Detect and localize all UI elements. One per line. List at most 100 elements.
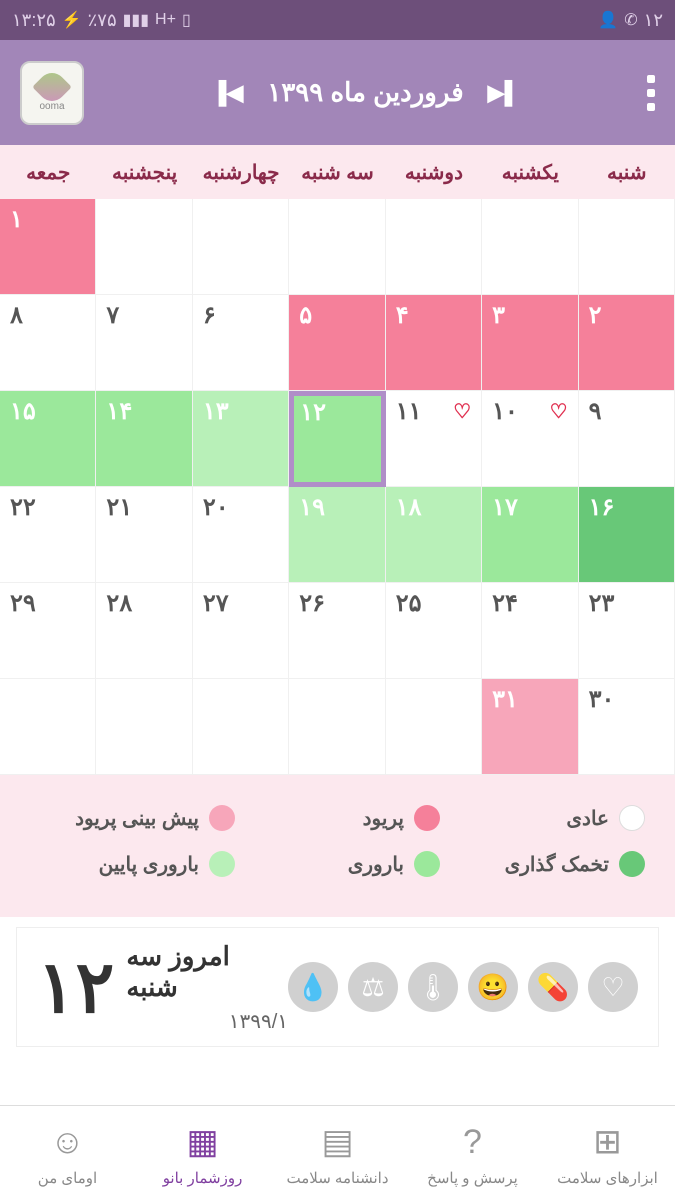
weekday-label: پنجشنبه (96, 145, 192, 199)
calendar-cell (386, 199, 482, 295)
prev-month-button[interactable]: ▐◀ (211, 80, 244, 106)
calendar-cell (193, 679, 289, 775)
calendar-cell[interactable]: ۱۵ (0, 391, 96, 487)
calendar-cell (482, 199, 578, 295)
weekday-label: دوشنبه (386, 145, 482, 199)
calendar-cell (96, 199, 192, 295)
sim-icon: ▯ (182, 10, 191, 30)
today-metric-icon[interactable]: 💊 (528, 962, 578, 1012)
calendar-cell (289, 199, 385, 295)
calendar-cell[interactable]: ۱۲ (289, 391, 385, 487)
nav-label: اومای من (38, 1169, 97, 1187)
weekday-label: جمعه (0, 145, 96, 199)
calendar-cell[interactable]: ۷ (96, 295, 192, 391)
calendar-cell[interactable]: ۲۸ (96, 583, 192, 679)
calendar-cell[interactable]: ۲۹ (0, 583, 96, 679)
legend-item: عادی (440, 805, 645, 831)
legend-swatch (619, 805, 645, 831)
next-month-button[interactable]: ▶▌ (488, 80, 521, 106)
calendar-cell[interactable]: ۹ (579, 391, 675, 487)
calendar-cell[interactable]: ۲۱ (96, 487, 192, 583)
today-number: ۱۲ (37, 945, 114, 1029)
calendar-cell (96, 679, 192, 775)
legend-item: تخمک گذاری (440, 851, 645, 877)
status-bar: ۱۳:۲۵ ⚡ ٪۷۵ ▮▮▮ H+ ▯ 👤 ✆ ۱۲ (0, 0, 675, 40)
today-metric-icon[interactable]: 💧 (288, 962, 338, 1012)
calendar-cell[interactable]: ۱۷ (482, 487, 578, 583)
calendar-cell[interactable]: ۲۳ (579, 583, 675, 679)
calendar-cell[interactable]: ۴ (386, 295, 482, 391)
today-metric-icon[interactable]: ♡ (588, 962, 638, 1012)
notification-icon: 👤 (598, 10, 618, 30)
nav-label: ابزارهای سلامت (557, 1169, 658, 1187)
nav-item[interactable]: ▤دانشنامه سلامت (270, 1106, 405, 1200)
whatsapp-icon: ✆ (624, 10, 637, 30)
weekday-label: یکشنبه (482, 145, 578, 199)
calendar-cell[interactable]: ۱۹ (289, 487, 385, 583)
calendar-cell[interactable]: ۲۵ (386, 583, 482, 679)
month-title: فروردین ماه ۱۳۹۹ (267, 77, 463, 108)
calendar-cell[interactable]: ۱۱♡ (386, 391, 482, 487)
nav-item[interactable]: ? پرسش و پاسخ (405, 1106, 540, 1200)
status-battery: ٪۷۵ (88, 10, 117, 31)
calendar-cell (193, 199, 289, 295)
signal-icon: ▮▮▮ (123, 10, 149, 30)
heart-icon: ♡ (550, 399, 568, 424)
calendar-cell[interactable]: ۱۰♡ (482, 391, 578, 487)
calendar-cell[interactable]: ۱۸ (386, 487, 482, 583)
calendar-cell[interactable]: ۳۰ (579, 679, 675, 775)
calendar-cell[interactable]: ۱۶ (579, 487, 675, 583)
calendar-cell (386, 679, 482, 775)
status-time: ۱۳:۲۵ (12, 10, 56, 31)
calendar-cell[interactable]: ۲۷ (193, 583, 289, 679)
today-label: امروز سه شنبه (126, 941, 288, 1003)
heart-icon: ♡ (453, 399, 471, 424)
calendar-cell[interactable]: ۳۱ (482, 679, 578, 775)
network-icon: H+ (155, 11, 176, 29)
today-metric-icon[interactable]: 😀 (468, 962, 518, 1012)
legend: پیش بینی پریودپریودعادی باروری پایینبارور… (0, 775, 675, 917)
nav-item[interactable]: ☺ اومای من (0, 1106, 135, 1200)
legend-swatch (414, 805, 440, 831)
calendar-cell[interactable]: ۲۴ (482, 583, 578, 679)
nav-label: پرسش و پاسخ (427, 1169, 518, 1187)
calendar-cell (289, 679, 385, 775)
app-header: ooma ▐◀ فروردین ماه ۱۳۹۹ ▶▌ (0, 40, 675, 145)
nav-icon: ☺ (45, 1119, 91, 1165)
legend-swatch (619, 851, 645, 877)
calendar-cell[interactable]: ۲ (579, 295, 675, 391)
today-date: ۱۳۹۹/۱ (229, 1009, 288, 1034)
weekday-label: شنبه (579, 145, 675, 199)
nav-item[interactable]: ▦روزشمار بانو (135, 1106, 270, 1200)
calendar-cell[interactable]: ۲۶ (289, 583, 385, 679)
calendar-cell[interactable]: ۱۳ (193, 391, 289, 487)
legend-swatch (209, 851, 235, 877)
legend-swatch (209, 805, 235, 831)
status-count: ۱۲ (644, 10, 663, 31)
calendar-cell[interactable]: ۲۲ (0, 487, 96, 583)
today-metric-icon[interactable]: 🌡 (408, 962, 458, 1012)
legend-item: باروری پایین (30, 851, 235, 877)
menu-button[interactable] (647, 75, 655, 111)
calendar-cell[interactable]: ۵ (289, 295, 385, 391)
nav-label: روزشمار بانو (163, 1169, 243, 1187)
nav-icon: ? (450, 1119, 496, 1165)
legend-swatch (414, 851, 440, 877)
app-logo[interactable]: ooma (20, 61, 84, 125)
nav-item[interactable]: ⊞ابزارهای سلامت (540, 1106, 675, 1200)
calendar-cell[interactable]: ۳ (482, 295, 578, 391)
calendar-cell[interactable]: ۸ (0, 295, 96, 391)
legend-item: پریود (235, 805, 440, 831)
today-panel: ۱۲ امروز سه شنبه ۱۳۹۹/۱ 💧⚖🌡😀💊♡ (16, 927, 659, 1047)
calendar-cell[interactable]: ۱۴ (96, 391, 192, 487)
calendar-cell[interactable]: ۲۰ (193, 487, 289, 583)
calendar-cell[interactable]: ۱ (0, 199, 96, 295)
weekday-label: سه شنبه (289, 145, 385, 199)
legend-item: باروری (235, 851, 440, 877)
weekday-row: جمعهپنجشنبهچهارشنبهسه شنبهدوشنبهیکشنبهشن… (0, 145, 675, 199)
legend-item: پیش بینی پریود (30, 805, 235, 831)
weekday-label: چهارشنبه (193, 145, 289, 199)
calendar-cell[interactable]: ۶ (193, 295, 289, 391)
calendar-grid: ۱۸۷۶۵۴۳۲۱۵۱۴۱۳۱۲۱۱♡۱۰♡۹۲۲۲۱۲۰۱۹۱۸۱۷۱۶۲۹۲… (0, 199, 675, 775)
today-metric-icon[interactable]: ⚖ (348, 962, 398, 1012)
